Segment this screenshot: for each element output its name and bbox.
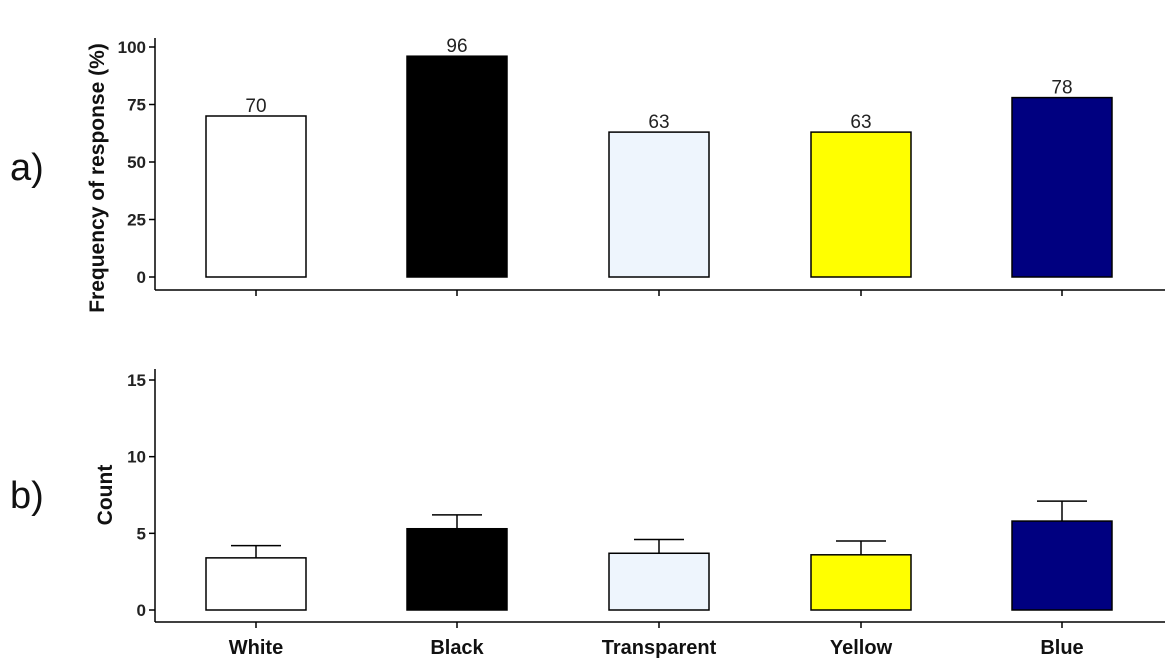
panel-b-y-axis: 0 5 10 15 [127,369,156,622]
y-tick-label: 0 [137,268,146,287]
bar-white [205,115,307,278]
bar-blue [1011,96,1113,278]
panel-a-label: a) [10,147,44,189]
data-label: 70 [245,96,266,117]
y-tick-label: 50 [127,153,146,172]
x-category-label: Blue [1040,637,1083,659]
y-tick-label: 5 [137,524,146,543]
panel-b-y-axis-title: Count [94,465,117,526]
x-category-label: Black [430,637,484,659]
bar-black [406,55,508,278]
panel-b-bars [205,500,1113,611]
x-category-label: White [229,637,283,659]
panel-a-y-axis-title: Frequency of response (%) [86,43,109,313]
bar-black [406,527,508,611]
panel-b-label: b) [10,475,44,517]
panel-a-x-axis [155,289,1165,296]
data-label: 63 [648,112,669,133]
bar-white [205,557,307,611]
x-category-label: Yellow [830,637,893,659]
y-tick-label: 0 [137,601,146,620]
panel-a-bars: 70 96 63 63 78 [205,36,1113,278]
y-tick-label: 75 [127,96,146,115]
data-label: 63 [850,112,871,133]
panel-b-x-axis: White Black Transparent Yellow Blue [155,621,1165,659]
data-label: 78 [1051,78,1072,99]
y-tick-label: 25 [127,211,146,230]
bar-yellow [810,131,912,278]
bar-yellow [810,554,912,611]
panel-a-y-axis: 0 25 50 75 100 [118,38,156,290]
y-tick-label: 100 [118,38,146,57]
x-category-label: Transparent [602,637,717,659]
bar-transparent [608,131,710,278]
bar-blue [1011,520,1113,611]
bar-transparent [608,552,710,611]
y-tick-label: 10 [127,448,146,467]
panel-b-count-chart: b) Count 0 5 10 15 White Black Transparent Yel… [10,369,1165,659]
y-tick-label: 15 [127,371,146,390]
data-label: 96 [446,36,467,57]
